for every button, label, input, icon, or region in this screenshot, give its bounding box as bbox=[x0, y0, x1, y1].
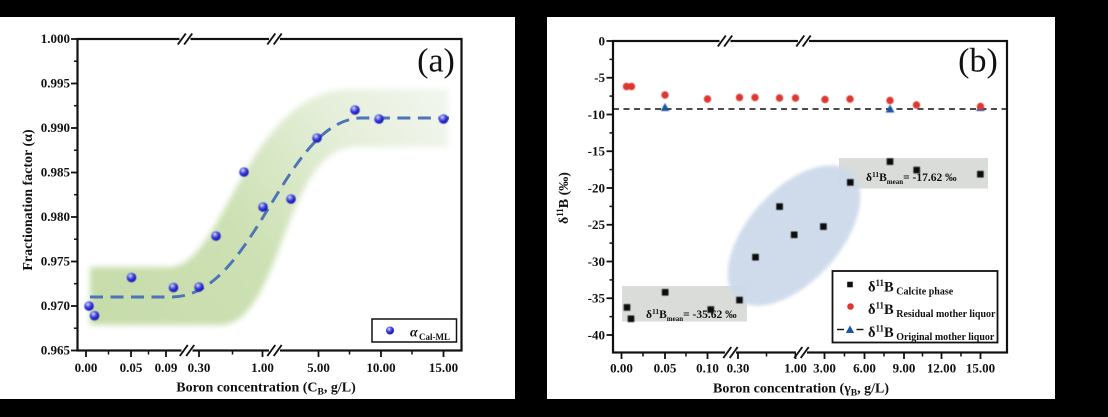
svg-text:-25: -25 bbox=[588, 217, 606, 232]
svg-text:5.00: 5.00 bbox=[307, 360, 330, 375]
svg-text:6.00: 6.00 bbox=[853, 361, 876, 376]
svg-text:0.05: 0.05 bbox=[120, 360, 143, 375]
svg-text:-35: -35 bbox=[588, 291, 606, 306]
svg-text:1.000: 1.000 bbox=[41, 31, 70, 46]
svg-text:0.990: 0.990 bbox=[41, 120, 70, 135]
svg-text:0.05: 0.05 bbox=[654, 361, 677, 376]
svg-text:0.980: 0.980 bbox=[41, 209, 70, 224]
svg-text:1.00: 1.00 bbox=[251, 360, 274, 375]
svg-text:9.00: 9.00 bbox=[893, 361, 916, 376]
svg-text:1.00: 1.00 bbox=[784, 361, 807, 376]
svg-text:0.30: 0.30 bbox=[188, 360, 211, 375]
svg-text:-40: -40 bbox=[588, 327, 605, 342]
svg-text:Cal-ML: Cal-ML bbox=[419, 332, 450, 342]
svg-text:-10: -10 bbox=[588, 107, 605, 122]
svg-text:-5: -5 bbox=[594, 70, 605, 85]
svg-text:0.09: 0.09 bbox=[155, 360, 178, 375]
svg-text:-15: -15 bbox=[588, 144, 606, 159]
svg-text:-30: -30 bbox=[588, 254, 605, 269]
svg-text:0.985: 0.985 bbox=[41, 165, 71, 180]
svg-text:15.00: 15.00 bbox=[966, 361, 995, 376]
svg-text:0.975: 0.975 bbox=[41, 254, 71, 269]
svg-text:15.00: 15.00 bbox=[429, 360, 458, 375]
svg-text:δ11Bmean= -17.62 ‰: δ11Bmean= -17.62 ‰ bbox=[866, 170, 957, 186]
svg-text:12.00: 12.00 bbox=[927, 361, 956, 376]
svg-text:0.00: 0.00 bbox=[75, 360, 98, 375]
svg-text:-20: -20 bbox=[588, 180, 605, 195]
svg-text:0.995: 0.995 bbox=[41, 76, 71, 91]
svg-text:Fractionation factor (α): Fractionation factor (α) bbox=[21, 129, 36, 271]
svg-text:0: 0 bbox=[599, 33, 606, 48]
svg-text:δ11Bmean= -35.62 ‰: δ11Bmean= -35.62 ‰ bbox=[646, 307, 737, 323]
svg-text:(a): (a) bbox=[417, 43, 455, 80]
svg-text:Boron concentration (CB, g/L): Boron concentration (CB, g/L) bbox=[176, 381, 356, 398]
svg-text:3.00: 3.00 bbox=[813, 361, 836, 376]
svg-text:0.00: 0.00 bbox=[610, 361, 633, 376]
svg-text:Boron concentration (γB, g/L): Boron concentration (γB, g/L) bbox=[713, 382, 889, 399]
svg-text:α: α bbox=[410, 326, 418, 341]
svg-text:0.30: 0.30 bbox=[727, 361, 750, 376]
svg-text:0.10: 0.10 bbox=[696, 361, 719, 376]
svg-text:10.00: 10.00 bbox=[366, 360, 395, 375]
svg-text:0.965: 0.965 bbox=[41, 343, 71, 358]
svg-text:(b): (b) bbox=[958, 43, 998, 80]
svg-text:0.970: 0.970 bbox=[41, 298, 70, 313]
